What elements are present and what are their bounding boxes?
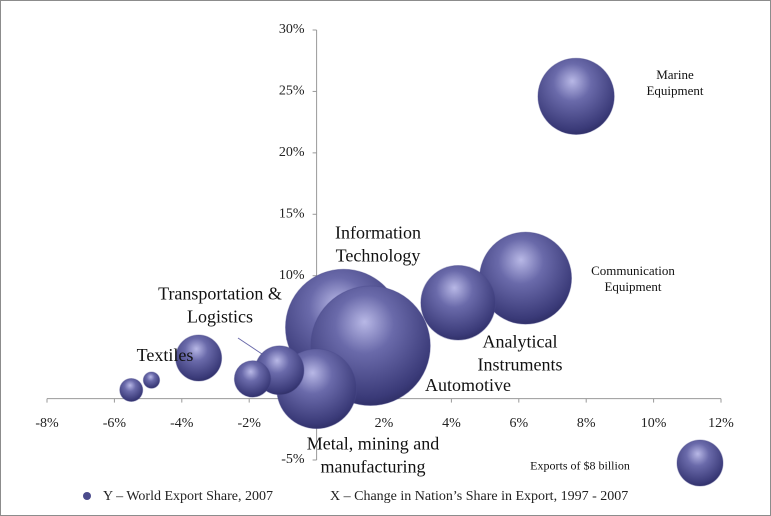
bubble-label: Information Technology — [335, 222, 421, 266]
bubble — [537, 57, 615, 135]
y-tick-label: 10% — [279, 268, 305, 283]
size-legend-label: Exports of $8 billion — [530, 458, 630, 473]
bubble-label: Communication Equipment — [591, 262, 675, 294]
y-tick-label: 30% — [279, 22, 305, 37]
y-tick-label: -5% — [281, 452, 305, 467]
bubble-label: Textiles — [136, 344, 194, 365]
y-axis-label: Y – World Export Share, 2007 — [103, 489, 273, 504]
bubble-label: Transportation & Logistics — [158, 283, 282, 327]
y-tick-label: 25% — [279, 84, 305, 99]
x-tick-label: 8% — [577, 416, 596, 431]
bubble-label: Metal, mining and manufacturing — [306, 433, 440, 477]
size-legend-bubble — [676, 439, 724, 487]
bubble — [142, 371, 161, 389]
y-tick-label: 20% — [279, 145, 305, 160]
x-tick-label: 2% — [375, 416, 394, 431]
legend-bullet — [83, 492, 91, 500]
x-axis-label: X – Change in Nation’s Share in Export, … — [330, 489, 628, 504]
x-tick-label: -4% — [170, 416, 194, 431]
y-tick-label: 15% — [279, 207, 305, 222]
bubble — [119, 377, 144, 402]
bubble — [233, 360, 272, 398]
bubble — [420, 264, 496, 341]
x-tick-label: 10% — [641, 416, 667, 431]
x-tick-label: -6% — [103, 416, 127, 431]
x-tick-label: 4% — [442, 416, 461, 431]
x-tick-label: 6% — [509, 416, 528, 431]
bubble-label: Automotive — [425, 374, 511, 395]
bubble-label: Marine Equipment — [646, 66, 704, 98]
x-tick-label: 12% — [708, 416, 734, 431]
x-tick-label: -2% — [238, 416, 262, 431]
x-tick-label: -8% — [35, 416, 59, 431]
bubble — [175, 334, 223, 382]
bubble-label: Analytical Instruments — [477, 331, 563, 375]
label-arrow — [237, 337, 263, 355]
